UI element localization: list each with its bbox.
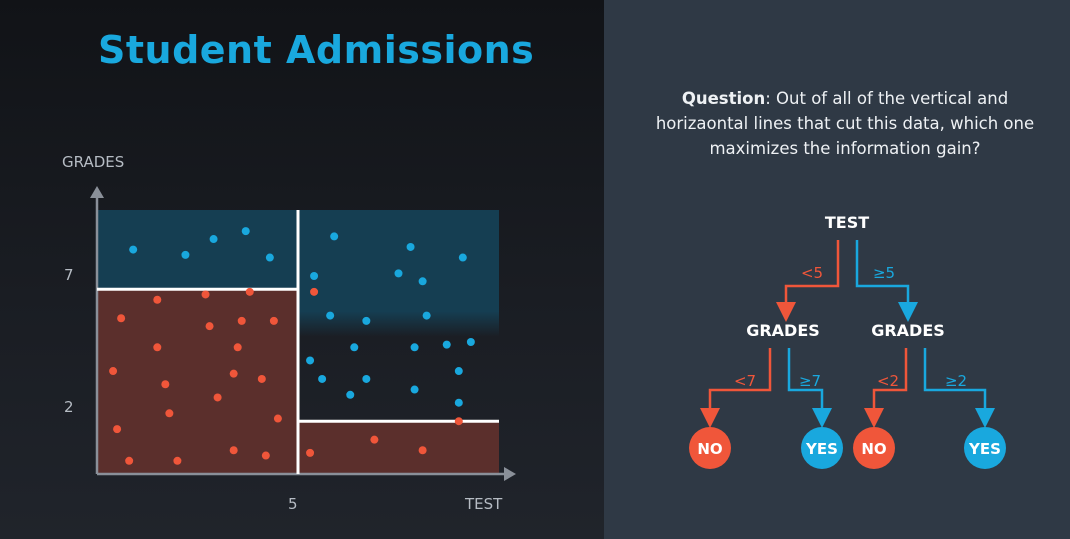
leaf-yes-circle <box>801 427 843 469</box>
data-point-rejected <box>233 343 242 352</box>
data-point-rejected <box>269 316 278 325</box>
y-axis-arrow-icon <box>90 186 104 198</box>
data-point-rejected <box>237 316 246 325</box>
data-point-accepted <box>466 338 475 346</box>
data-point-rejected <box>117 314 126 323</box>
data-point-accepted <box>326 311 335 320</box>
data-point-rejected <box>125 456 134 465</box>
data-point-rejected <box>205 322 214 331</box>
data-point-rejected <box>370 435 379 444</box>
edge-label-left: <5 <box>801 264 823 282</box>
data-point-rejected <box>201 290 210 299</box>
edge-rr <box>923 348 995 428</box>
edge-rl <box>864 348 908 428</box>
y-tick-2: 2 <box>64 398 74 416</box>
data-point-rejected <box>454 417 463 426</box>
data-point-rejected <box>113 425 122 434</box>
tree-root: TEST <box>825 213 869 232</box>
data-point-rejected <box>165 409 174 418</box>
data-point-accepted <box>458 253 467 262</box>
data-point-accepted <box>330 232 339 241</box>
edge-root-right <box>855 240 918 322</box>
leaf-yes: YES <box>805 440 838 458</box>
data-point-rejected <box>161 380 170 389</box>
data-point-accepted <box>346 390 355 399</box>
x-axis-label: TEST <box>465 495 503 513</box>
data-point-rejected <box>153 295 162 304</box>
data-point-rejected <box>261 451 270 460</box>
edge-label-lr: ≥7 <box>799 372 821 390</box>
data-point-rejected <box>257 374 266 383</box>
question-text: Question: Out of all of the vertical and… <box>640 86 1050 161</box>
data-point-accepted <box>350 343 359 352</box>
data-point-accepted <box>442 340 451 349</box>
data-point-accepted <box>310 272 319 280</box>
data-point-accepted <box>410 343 419 352</box>
question-body: : Out of all of the vertical and horizao… <box>655 89 1035 158</box>
edge-root-left <box>776 240 840 322</box>
data-point-accepted <box>306 356 315 365</box>
y-axis-label: GRADES <box>62 153 125 171</box>
data-point-accepted <box>362 316 371 325</box>
leaf-no-circle <box>853 427 895 469</box>
data-point-accepted <box>394 269 403 278</box>
leaf-no: NO <box>697 440 722 458</box>
leaf-no: NO <box>861 440 886 458</box>
data-point-accepted <box>265 253 274 262</box>
x-tick-5: 5 <box>288 495 298 513</box>
leaf-no-circle <box>689 427 731 469</box>
y-tick-7: 7 <box>64 266 74 284</box>
data-point-accepted <box>406 242 415 251</box>
data-point-accepted <box>318 374 327 383</box>
edge-lr <box>787 348 832 428</box>
data-point-rejected <box>273 414 282 423</box>
edge-ll <box>700 348 772 428</box>
data-point-rejected <box>306 448 315 457</box>
data-point-accepted <box>181 250 190 259</box>
data-point-accepted <box>209 235 218 244</box>
edge-label-ll: <7 <box>734 372 756 390</box>
leaf-yes: YES <box>968 440 1001 458</box>
leaf-yes-circle <box>964 427 1006 469</box>
data-point-rejected <box>173 456 182 465</box>
data-point-accepted <box>410 385 419 394</box>
data-point-rejected <box>310 287 319 296</box>
scatter-plot <box>90 186 516 481</box>
data-point-rejected <box>418 446 427 455</box>
data-point-accepted <box>418 277 427 286</box>
page-title: Student Admissions <box>98 28 535 72</box>
data-point-rejected <box>229 446 238 455</box>
data-point-accepted <box>422 311 431 320</box>
edge-label-rr: ≥2 <box>945 372 967 390</box>
question-prefix: Question <box>681 89 766 108</box>
data-point-accepted <box>362 374 371 383</box>
data-point-rejected <box>109 367 118 376</box>
edge-label-rl: <2 <box>877 372 899 390</box>
data-point-accepted <box>454 398 463 407</box>
data-point-accepted <box>454 367 463 376</box>
data-point-rejected <box>213 393 222 402</box>
tree-node-right: GRADES <box>871 321 945 340</box>
region-rejected-right <box>298 421 499 474</box>
x-axis-arrow-icon <box>504 467 516 481</box>
tree-node-left: GRADES <box>746 321 820 340</box>
data-point-accepted <box>241 227 250 236</box>
data-point-rejected <box>153 343 162 352</box>
edge-label-right: ≥5 <box>873 264 895 282</box>
data-point-accepted <box>129 245 138 254</box>
data-point-rejected <box>229 369 238 378</box>
data-point-rejected <box>245 287 254 296</box>
